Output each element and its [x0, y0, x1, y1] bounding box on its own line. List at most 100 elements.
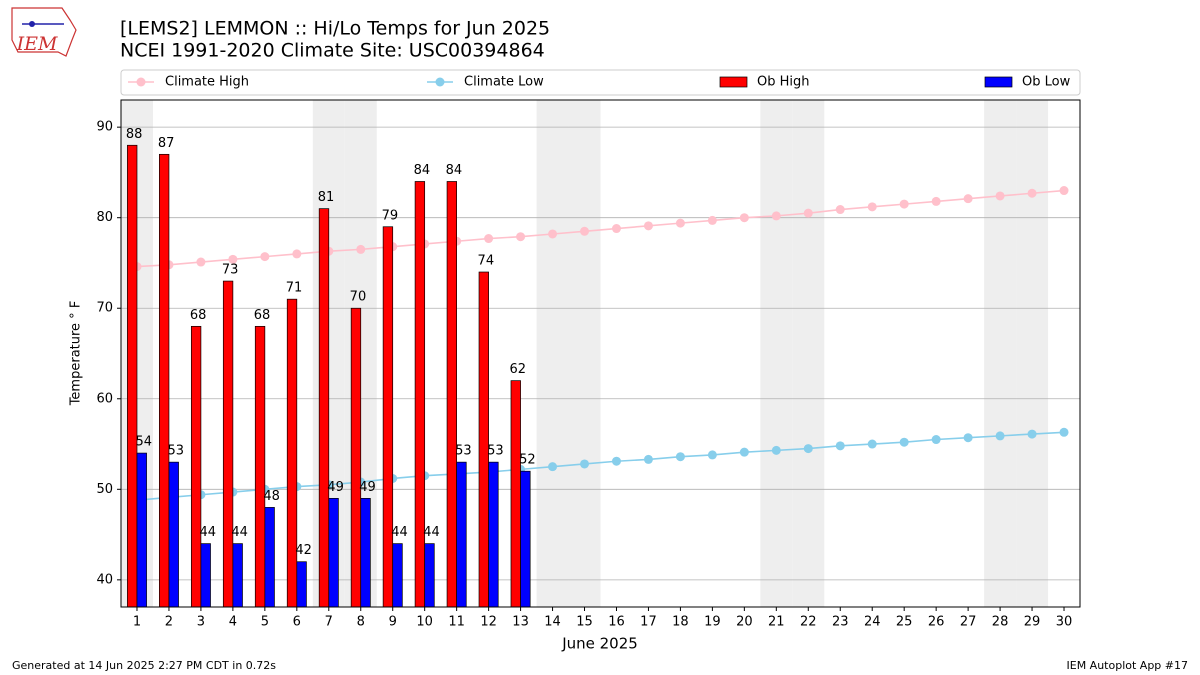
bar [190, 325, 202, 608]
data-label: 44 [423, 525, 440, 540]
bar [264, 507, 275, 608]
bar [159, 153, 170, 608]
bar [168, 461, 179, 608]
data-label: 54 [136, 435, 153, 450]
logo-text: IEM [16, 33, 58, 55]
bar [382, 226, 394, 608]
x-tick-label: 15 [576, 615, 593, 630]
data-label: 62 [510, 362, 527, 377]
point [1059, 427, 1069, 437]
bar [318, 208, 330, 608]
point [739, 447, 749, 457]
data-label: 49 [359, 480, 376, 495]
data-label: 87 [158, 136, 175, 151]
y-tick-label: 50 [96, 482, 113, 497]
bar [424, 543, 435, 608]
bar [510, 380, 521, 608]
legend-box [120, 69, 1081, 96]
logo: IEM [11, 7, 77, 57]
data-label: 79 [382, 208, 399, 223]
bar [360, 498, 371, 608]
chart-title: [LEMS2] LEMMON :: Hi/Lo Temps for Jun 20… [120, 18, 550, 40]
x-axis-label: June 2025 [561, 635, 638, 653]
weekend-shade [536, 100, 569, 607]
point [1027, 429, 1037, 439]
point [292, 249, 302, 259]
point [931, 435, 941, 445]
legend-marker [435, 77, 445, 87]
legend-label: Climate Low [464, 75, 544, 90]
y-tick-label: 80 [96, 210, 113, 225]
point [771, 445, 781, 455]
weekend-shade [1016, 100, 1049, 607]
bar [456, 461, 467, 608]
x-tick-label: 13 [512, 615, 529, 630]
x-tick-label: 5 [261, 615, 269, 630]
y-tick-label: 70 [96, 301, 113, 316]
point [611, 456, 621, 466]
bar [478, 271, 489, 608]
point [963, 433, 973, 443]
x-tick-label: 17 [640, 615, 657, 630]
point [707, 215, 717, 225]
plot-frame [120, 99, 1081, 608]
point [899, 199, 909, 209]
x-tick-label: 2 [165, 615, 173, 630]
x-tick-label: 19 [704, 615, 721, 630]
weekend-shade [984, 100, 1017, 607]
bar [446, 181, 457, 608]
x-tick-label: 23 [832, 615, 849, 630]
x-tick-label: 7 [325, 615, 333, 630]
bar [254, 325, 266, 608]
data-label: 74 [478, 254, 495, 269]
point [803, 444, 813, 454]
x-tick-label: 11 [448, 615, 465, 630]
legend-marker [136, 77, 146, 87]
x-tick-label: 12 [480, 615, 497, 630]
bar [127, 144, 138, 608]
y-axis-label: Temperature ° F [69, 301, 84, 407]
point [356, 244, 366, 254]
line [136, 189, 1065, 268]
data-label: 52 [519, 453, 536, 468]
data-label: 49 [327, 480, 344, 495]
x-tick-label: 21 [768, 615, 785, 630]
point [196, 257, 206, 267]
x-tick-label: 9 [389, 615, 397, 630]
point [643, 454, 653, 464]
data-label: 44 [199, 525, 216, 540]
legend-label: Ob High [757, 75, 810, 90]
chart-subtitle: NCEI 1991-2020 Climate Site: USC00394864 [120, 40, 545, 62]
y-tick-label: 60 [96, 391, 113, 406]
weekend-shade [792, 100, 825, 607]
bar [520, 470, 531, 608]
point [835, 441, 845, 451]
point [228, 254, 238, 264]
point [1027, 188, 1037, 198]
bar [392, 543, 403, 608]
data-label: 44 [231, 525, 248, 540]
point [580, 459, 590, 469]
bar [136, 452, 147, 608]
data-label: 84 [414, 163, 431, 178]
point [803, 208, 813, 218]
bar [232, 543, 243, 608]
data-label: 73 [222, 263, 239, 278]
point [260, 252, 270, 262]
point [867, 202, 877, 212]
point [580, 226, 590, 236]
x-tick-label: 1 [133, 615, 141, 630]
bar [350, 307, 362, 608]
data-label: 53 [455, 444, 472, 459]
data-label: 71 [286, 281, 303, 296]
x-tick-label: 18 [672, 615, 689, 630]
x-tick-label: 16 [608, 615, 625, 630]
legend-swatch [719, 76, 748, 88]
x-tick-label: 3 [197, 615, 205, 630]
point [611, 224, 621, 234]
x-tick-label: 28 [992, 615, 1009, 630]
bar [296, 561, 307, 608]
data-label: 88 [126, 127, 143, 142]
weekend-shade [568, 100, 601, 607]
point [771, 211, 781, 221]
